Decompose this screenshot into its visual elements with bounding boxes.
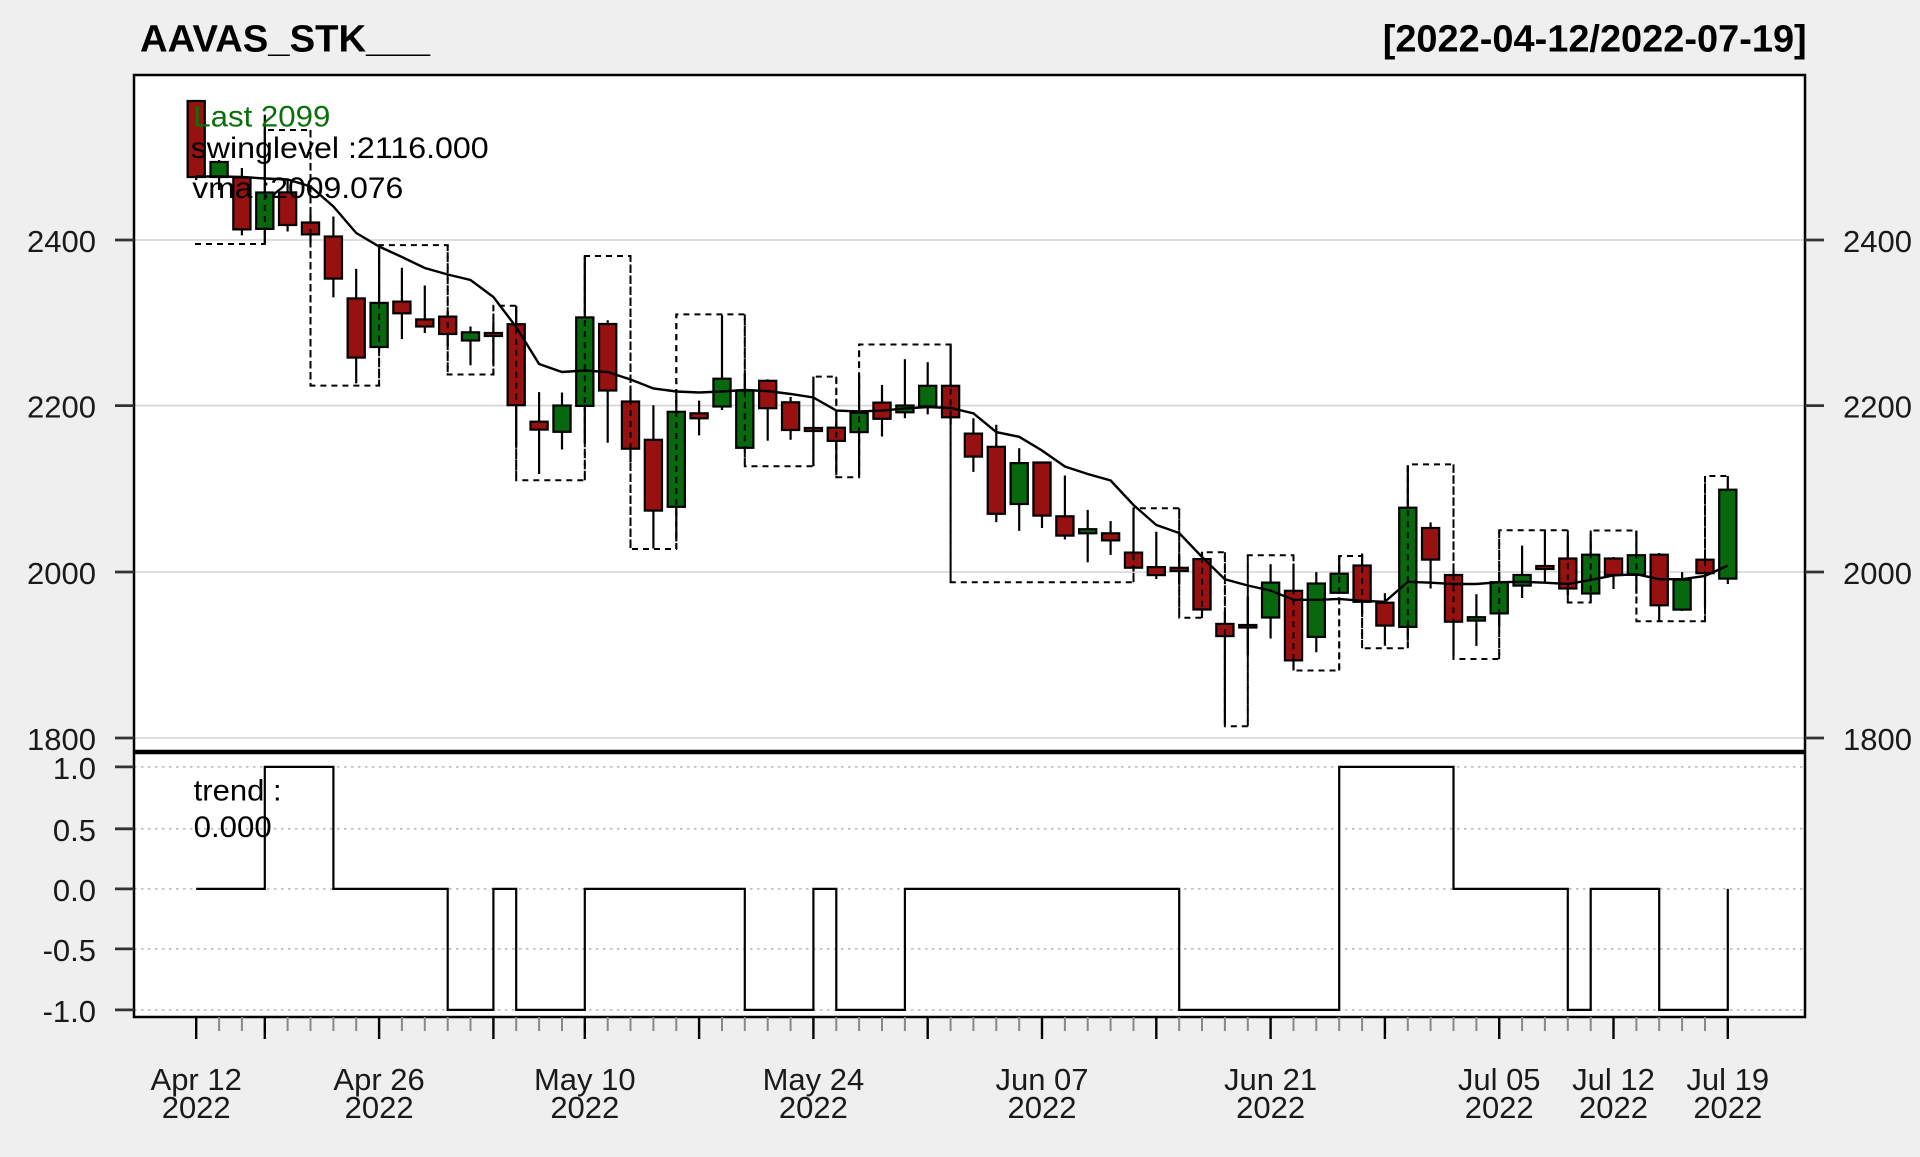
- svg-text:2022: 2022: [1693, 1090, 1762, 1125]
- svg-text:Apr 12: Apr 12: [151, 1062, 242, 1097]
- svg-text:Jun 21: Jun 21: [1224, 1062, 1317, 1097]
- svg-text:trend :: trend :: [194, 774, 282, 807]
- svg-text:2000: 2000: [1843, 556, 1912, 591]
- svg-text:2022: 2022: [550, 1090, 619, 1125]
- svg-text:-0.5: -0.5: [43, 933, 96, 968]
- svg-text:Apr 26: Apr 26: [333, 1062, 424, 1097]
- svg-text:Jul 19: Jul 19: [1686, 1062, 1769, 1097]
- svg-text:2200: 2200: [27, 390, 96, 425]
- svg-text:2022: 2022: [779, 1090, 848, 1125]
- svg-text:vma :2009.076: vma :2009.076: [192, 172, 403, 205]
- svg-text:May 10: May 10: [534, 1062, 636, 1097]
- svg-text:Last 2099: Last 2099: [193, 101, 330, 134]
- svg-text:1.0: 1.0: [53, 751, 96, 786]
- svg-text:1800: 1800: [27, 722, 96, 757]
- svg-text:2022: 2022: [1236, 1090, 1305, 1125]
- svg-text:1800: 1800: [1843, 722, 1912, 757]
- svg-text:-1.0: -1.0: [43, 994, 96, 1029]
- svg-text:2400: 2400: [1843, 224, 1912, 259]
- svg-text:2200: 2200: [1843, 390, 1912, 425]
- svg-text:2022: 2022: [345, 1090, 414, 1125]
- svg-text:2022: 2022: [1579, 1090, 1648, 1125]
- svg-text:swinglevel :2116.000: swinglevel :2116.000: [191, 132, 489, 165]
- svg-text:AAVAS_STK___: AAVAS_STK___: [140, 18, 431, 60]
- svg-text:Jun 07: Jun 07: [995, 1062, 1088, 1097]
- svg-text:Jul 12: Jul 12: [1572, 1062, 1655, 1097]
- svg-text:May 24: May 24: [763, 1062, 865, 1097]
- svg-text:0.5: 0.5: [53, 813, 96, 848]
- svg-text:2000: 2000: [27, 556, 96, 591]
- svg-text:2022: 2022: [162, 1090, 231, 1125]
- svg-text:[2022-04-12/2022-07-19]: [2022-04-12/2022-07-19]: [1383, 18, 1807, 60]
- svg-text:0.000: 0.000: [194, 811, 272, 844]
- svg-text:2400: 2400: [27, 224, 96, 259]
- svg-text:0.0: 0.0: [53, 873, 96, 908]
- svg-text:Jul 05: Jul 05: [1458, 1062, 1541, 1097]
- svg-text:2022: 2022: [1008, 1090, 1077, 1125]
- svg-text:2022: 2022: [1465, 1090, 1534, 1125]
